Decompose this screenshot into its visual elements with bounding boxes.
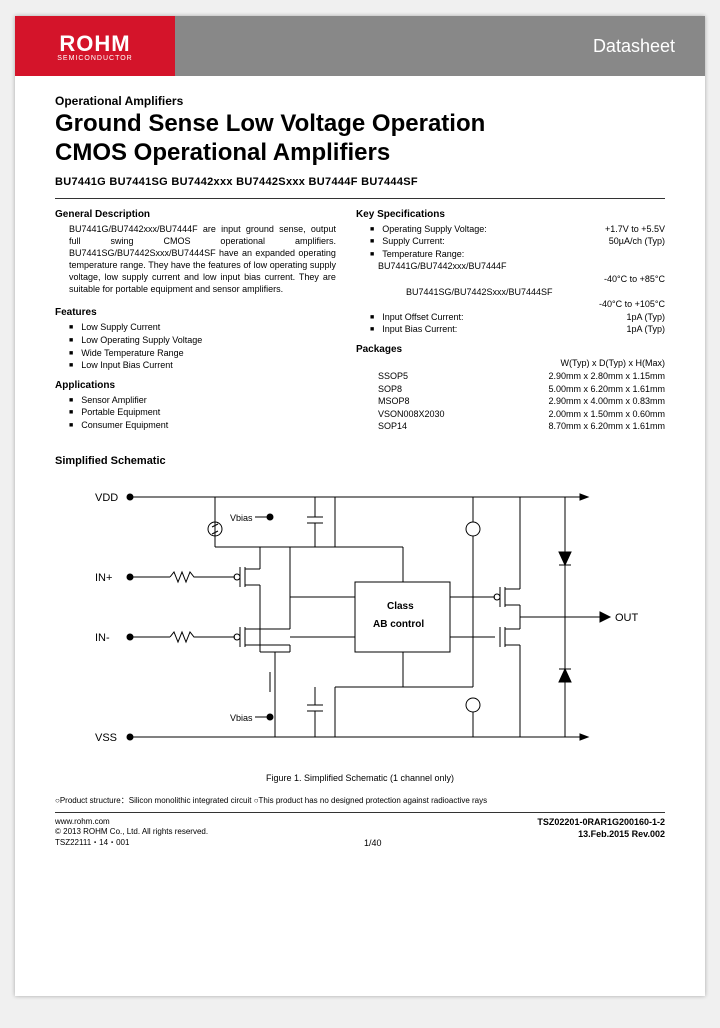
divider: [55, 198, 665, 199]
applications-heading: Applications: [55, 380, 336, 391]
part-numbers: BU7441G BU7441SG BU7442xxx BU7442Sxxx BU…: [55, 176, 665, 188]
pkg-row: SOP148.70mm x 6.20mm x 1.61mm: [378, 420, 665, 433]
list-item: Wide Temperature Range: [69, 347, 336, 360]
packages-heading: Packages: [356, 344, 665, 355]
spec-row: Input Bias Current:1pA (Typ): [370, 323, 665, 336]
footer-url: www.rohm.com: [55, 817, 208, 827]
general-heading: General Description: [55, 209, 336, 220]
label-ab: AB control: [373, 619, 424, 630]
doc-type-bar: Datasheet: [175, 16, 705, 76]
pkg-row: VSON008X20302.00mm x 1.50mm x 0.60mm: [378, 408, 665, 421]
features-list: Low Supply Current Low Operating Supply …: [55, 321, 336, 371]
logo-text: ROHM: [59, 31, 130, 57]
label-vdd: VDD: [95, 492, 118, 504]
doc-id: TSZ02201-0RAR1G200160-1-2: [537, 817, 665, 829]
schematic-diagram: VDD IN+ IN- VSS OUT Vbias Vbias Class AB…: [75, 477, 645, 767]
list-item: Low Supply Current: [69, 321, 336, 334]
list-item: Low Input Bias Current: [69, 359, 336, 372]
category-label: Operational Amplifiers: [55, 94, 665, 108]
features-heading: Features: [55, 307, 336, 318]
temp-group-1: BU7441G/BU7442xxx/BU7444F: [356, 260, 665, 273]
doc-date: 13.Feb.2015 Rev.002: [537, 829, 665, 841]
label-vss: VSS: [95, 732, 117, 744]
general-text: BU7441G/BU7442xxx/BU7444F are input grou…: [55, 223, 336, 296]
list-item: Portable Equipment: [69, 406, 336, 419]
footer-copyright: © 2013 ROHM Co., Ltd. All rights reserve…: [55, 827, 208, 837]
list-item: Consumer Equipment: [69, 419, 336, 432]
label-vbias-bot: Vbias: [230, 713, 253, 723]
spec-row: Operating Supply Voltage:+1.7V to +5.5V: [370, 223, 665, 236]
pkg-row: MSOP82.90mm x 4.00mm x 0.83mm: [378, 395, 665, 408]
label-inn: IN-: [95, 632, 110, 644]
logo-subtitle: SEMICONDUCTOR: [57, 55, 132, 62]
label-class: Class: [387, 601, 414, 612]
pkg-dim-header: W(Typ) x D(Typ) x H(Max): [356, 358, 665, 368]
temp-val-2: -40°C to +105°C: [356, 298, 665, 311]
temp-group-2: BU7441SG/BU7442Sxxx/BU7444SF: [356, 286, 665, 299]
figure-caption: Figure 1. Simplified Schematic (1 channe…: [15, 773, 705, 783]
pkg-row: SSOP52.90mm x 2.80mm x 1.15mm: [378, 370, 665, 383]
packages-table: SSOP52.90mm x 2.80mm x 1.15mm SOP85.00mm…: [356, 370, 665, 433]
list-item: Low Operating Supply Voltage: [69, 334, 336, 347]
list-item: Sensor Amplifier: [69, 394, 336, 407]
spec-row: Temperature Range:: [370, 248, 665, 261]
label-out: OUT: [615, 612, 639, 624]
applications-list: Sensor Amplifier Portable Equipment Cons…: [55, 394, 336, 432]
specs-list: Operating Supply Voltage:+1.7V to +5.5V …: [356, 223, 665, 261]
specs-list-2: Input Offset Current:1pA (Typ) Input Bia…: [356, 311, 665, 336]
specs-heading: Key Specifications: [356, 209, 665, 220]
footer: www.rohm.com © 2013 ROHM Co., Ltd. All r…: [15, 813, 705, 848]
label-inp: IN+: [95, 572, 112, 584]
spec-row: Supply Current:50µA/ch (Typ): [370, 235, 665, 248]
schematic-heading: Simplified Schematic: [55, 455, 705, 467]
label-vbias-top: Vbias: [230, 513, 253, 523]
title-line-2: CMOS Operational Amplifiers: [55, 139, 665, 168]
doc-type-label: Datasheet: [593, 36, 675, 57]
pkg-row: SOP85.00mm x 6.20mm x 1.61mm: [378, 383, 665, 396]
page-number: 1/40: [364, 838, 382, 848]
footnote: ○Product structure：Silicon monolithic in…: [55, 795, 665, 806]
temp-val-1: -40°C to +85°C: [356, 273, 665, 286]
header-bar: ROHM SEMICONDUCTOR Datasheet: [15, 16, 705, 76]
footer-code: TSZ22111・14・001: [55, 838, 208, 848]
title-line-1: Ground Sense Low Voltage Operation: [55, 110, 665, 139]
spec-row: Input Offset Current:1pA (Typ): [370, 311, 665, 324]
main-title: Ground Sense Low Voltage Operation CMOS …: [55, 110, 665, 168]
logo: ROHM SEMICONDUCTOR: [15, 16, 175, 76]
